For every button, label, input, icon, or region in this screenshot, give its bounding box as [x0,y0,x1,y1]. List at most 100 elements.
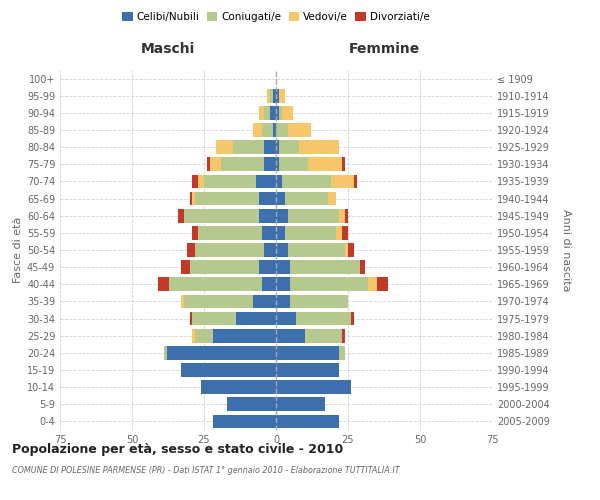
Bar [342,226,348,239]
Bar [276,123,287,137]
Bar [259,192,276,205]
Bar [305,329,342,342]
Bar [354,174,356,188]
Bar [193,329,196,342]
Bar [181,363,276,377]
Bar [270,106,276,120]
Bar [290,294,348,308]
Bar [198,226,262,239]
Legend: Celibi/Nubili, Coniugati/e, Vedovi/e, Divorziati/e: Celibi/Nubili, Coniugati/e, Vedovi/e, Di… [118,8,434,26]
Bar [253,294,276,308]
Bar [348,243,354,257]
Bar [284,192,328,205]
Bar [340,209,345,222]
Bar [276,158,279,171]
Bar [256,174,276,188]
Bar [279,140,299,154]
Bar [276,312,296,326]
Bar [276,329,305,342]
Bar [276,174,282,188]
Bar [265,140,276,154]
Bar [164,346,167,360]
Y-axis label: Fasce di età: Fasce di età [13,217,23,283]
Bar [276,89,279,102]
Bar [212,414,276,428]
Bar [345,209,348,222]
Bar [259,260,276,274]
Bar [262,226,276,239]
Bar [276,346,340,360]
Bar [212,329,276,342]
Bar [276,414,340,428]
Bar [196,329,212,342]
Bar [265,106,270,120]
Bar [158,278,169,291]
Bar [268,89,270,102]
Bar [308,158,342,171]
Bar [196,243,265,257]
Bar [198,174,204,188]
Bar [181,294,184,308]
Bar [201,380,276,394]
Bar [184,294,253,308]
Bar [207,158,210,171]
Bar [276,260,290,274]
Bar [328,192,337,205]
Bar [262,123,273,137]
Bar [184,209,259,222]
Bar [265,158,276,171]
Bar [193,192,196,205]
Bar [340,346,345,360]
Bar [276,106,279,120]
Bar [296,312,351,326]
Bar [337,226,342,239]
Bar [284,226,337,239]
Y-axis label: Anni di nascita: Anni di nascita [561,209,571,291]
Bar [282,106,293,120]
Bar [345,243,348,257]
Bar [276,226,284,239]
Bar [259,106,265,120]
Bar [276,278,290,291]
Bar [210,158,221,171]
Bar [287,209,340,222]
Bar [377,278,388,291]
Bar [227,398,276,411]
Bar [178,209,184,222]
Bar [169,278,262,291]
Bar [181,260,190,274]
Bar [342,329,345,342]
Text: Popolazione per età, sesso e stato civile - 2010: Popolazione per età, sesso e stato civil… [12,442,343,456]
Text: Femmine: Femmine [349,42,419,56]
Bar [273,89,276,102]
Bar [193,226,198,239]
Bar [270,89,273,102]
Bar [276,294,290,308]
Bar [221,158,265,171]
Bar [276,209,287,222]
Bar [262,278,276,291]
Bar [236,312,276,326]
Bar [273,123,276,137]
Bar [351,312,354,326]
Bar [193,174,198,188]
Bar [190,312,193,326]
Bar [196,192,259,205]
Bar [368,278,377,291]
Bar [276,140,279,154]
Bar [204,174,256,188]
Bar [290,278,368,291]
Bar [279,89,284,102]
Bar [167,346,276,360]
Bar [276,192,284,205]
Bar [290,260,359,274]
Bar [276,243,287,257]
Bar [265,243,276,257]
Bar [187,243,196,257]
Bar [282,174,331,188]
Bar [287,123,311,137]
Text: Maschi: Maschi [141,42,195,56]
Bar [279,158,308,171]
Bar [233,140,265,154]
Bar [193,312,236,326]
